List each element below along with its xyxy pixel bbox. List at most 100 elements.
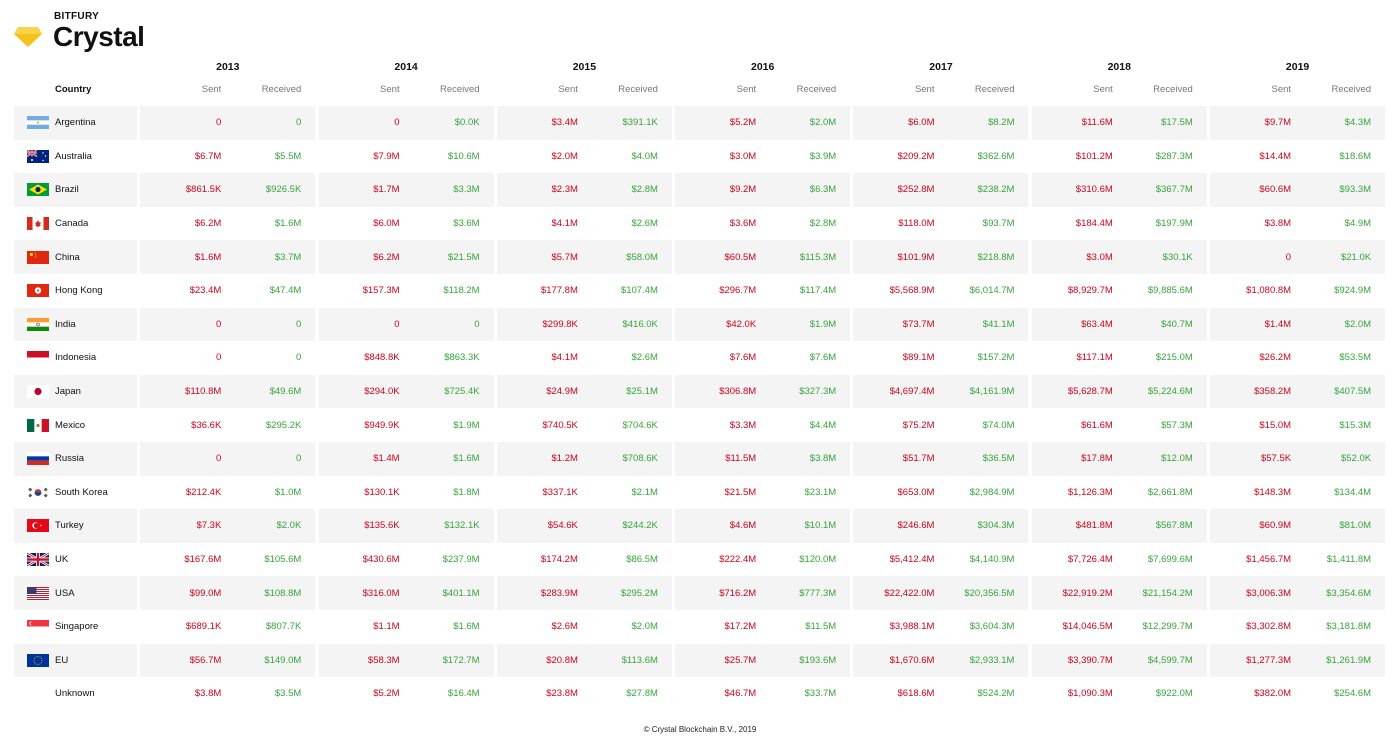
received-value: $3.9M xyxy=(809,150,837,162)
sent-value: 0 xyxy=(394,318,400,330)
year-cell-2019: $3.8M $4.9M xyxy=(1210,207,1385,241)
year-cell-2013: $99.0M $108.8M xyxy=(140,576,316,610)
year-cell-2016: $17.2M $11.5M xyxy=(675,610,850,644)
year-cell-2017: $3,988.1M $3,604.3M xyxy=(853,610,1028,644)
sent-value: $5,568.9M xyxy=(889,285,935,297)
year-cell-2018: $11.6M $17.5M xyxy=(1031,106,1207,140)
received-value: $149.0M xyxy=(264,654,302,666)
year-cell-2018: $17.8M $12.0M xyxy=(1031,441,1207,476)
sent-column-header: Sent xyxy=(914,84,935,95)
sent-value: $1,090.3M xyxy=(1067,688,1113,700)
year-cell-2016: $46.7M $33.7M xyxy=(675,677,850,711)
received-value: $237.9M xyxy=(442,554,480,566)
table-row: Unknown $3.8M $3.5M $5.2M $16.4M $23.8M $27.8M… xyxy=(14,677,1387,711)
column-header-row: Country Sent Received Sent Received Sent Rece… xyxy=(14,74,1387,106)
year-header-2015: 2015 xyxy=(572,61,597,73)
received-value: $93.7M xyxy=(982,218,1015,230)
table-row: Japan $110.8M $49.6M $294.0K $725.4K $24.9M $2… xyxy=(14,374,1387,409)
received-value: $197.9M xyxy=(1155,218,1193,230)
sent-value: $23.4M xyxy=(189,285,222,297)
year-cell-2014: $949.9K $1.9M xyxy=(319,408,494,442)
received-value: $108.8M xyxy=(264,587,302,599)
year-cell-2014: $135.6K $132.1K xyxy=(318,509,494,543)
year-cell-2017: $618.6M $524.2M xyxy=(853,677,1028,711)
country-name: Turkey xyxy=(55,520,84,532)
year-cell-2018: $481.8M $567.8M xyxy=(1031,509,1207,543)
country-name: Mexico xyxy=(55,419,86,431)
received-value: $2.0M xyxy=(631,621,658,633)
received-value: $6,014.7M xyxy=(969,285,1015,297)
received-value: $1.6M xyxy=(453,453,480,465)
year-cell-2019: 0 $21.0K xyxy=(1210,240,1386,274)
year-cell-2013: $56.7M $149.0M xyxy=(140,643,316,678)
received-value: $117.4M xyxy=(799,285,837,297)
year-cell-2013: $689.1K $807.7K xyxy=(140,610,315,644)
table-row: Turkey $7.3K $2.0K $135.6K $132.1K $54.6K $244… xyxy=(14,509,1387,543)
sent-value: $117.1M xyxy=(1076,352,1113,364)
sent-value: $296.7M xyxy=(719,285,757,297)
sent-value: $7.9M xyxy=(373,150,400,162)
year-header-2014: 2014 xyxy=(394,61,418,73)
received-value: $21.5M xyxy=(447,251,480,263)
sent-value: $306.8M xyxy=(719,386,757,398)
received-column-header: Received xyxy=(261,84,302,95)
year-cell-2014: $1.4M $1.6M xyxy=(318,441,494,476)
table-row: Argentina 0 0 0 $0.0K $3.4M $391.1K $5.2M $2.0M $… xyxy=(14,106,1387,140)
received-value: $362.6M xyxy=(977,150,1015,162)
sent-value: $148.3M xyxy=(1254,486,1292,498)
country-cell: Brazil xyxy=(14,173,137,207)
sent-value: $209.2M xyxy=(897,150,935,162)
received-value: $922.0M xyxy=(1155,688,1193,700)
received-value: $7,699.6M xyxy=(1147,554,1193,566)
received-value: $118.2M xyxy=(443,285,480,297)
sent-value: $1.4M xyxy=(1264,318,1292,330)
sent-column-header: Sent xyxy=(201,84,222,95)
country-name: UK xyxy=(55,554,69,566)
received-value: $41.1M xyxy=(982,318,1015,330)
received-value: $12.0M xyxy=(1161,453,1193,465)
received-value: $3.8M xyxy=(809,453,837,465)
received-value: $53.5M xyxy=(1339,352,1372,364)
country-name: Russia xyxy=(55,453,85,465)
received-value: 0 xyxy=(296,352,302,364)
sent-value: $3.0M xyxy=(1086,251,1113,263)
year-cell-2014: $6.0M $3.6M xyxy=(319,207,494,241)
sent-value: $9.7M xyxy=(1264,117,1292,129)
flag-australia-icon xyxy=(27,149,49,163)
received-value: $93.3M xyxy=(1339,184,1372,196)
sent-value: $3.8M xyxy=(1264,218,1292,230)
year-cell-2016: $9.2M $6.3M xyxy=(675,173,851,207)
crystal-diamond-logo-icon xyxy=(14,27,42,47)
received-value: $254.6M xyxy=(1334,688,1372,700)
received-value: 0 xyxy=(474,318,480,330)
year-cell-2017: $5,568.9M $6,014.7M xyxy=(853,274,1028,308)
year-cell-2018: $3,390.7M $4,599.7M xyxy=(1031,643,1207,678)
year-cell-2019: $15.0M $15.3M xyxy=(1210,408,1385,442)
received-value: $47.4M xyxy=(269,285,302,297)
table-row: Hong Kong $23.4M $47.4M $157.3M $118.2M $177.… xyxy=(14,274,1387,308)
year-cell-2016: $3.3M $4.4M xyxy=(675,408,850,442)
year-cell-2015: $4.1M $2.6M xyxy=(497,207,672,241)
year-cell-2018: $7,726.4M $7,699.6M xyxy=(1032,543,1207,577)
year-cell-2019: $9.7M $4.3M xyxy=(1210,106,1386,140)
country-cell: Canada xyxy=(14,207,137,241)
year-header-2018: 2018 xyxy=(1107,61,1131,73)
received-value: $1.8M xyxy=(453,486,480,498)
sent-value: $26.2M xyxy=(1259,352,1292,364)
sent-value: $54.6K xyxy=(547,520,578,532)
sent-value: $861.5K xyxy=(185,184,222,196)
country-name: China xyxy=(55,251,80,263)
year-cell-2017: $4,697.4M $4,161.9M xyxy=(853,374,1029,409)
sent-value: $22,422.0M xyxy=(884,587,935,599)
year-cell-2014: $6.2M $21.5M xyxy=(318,240,494,274)
received-value: $9,885.6M xyxy=(1147,285,1193,297)
sent-value: $6.2M xyxy=(373,251,400,263)
sent-value: $101.9M xyxy=(897,251,935,263)
sent-value: $294.0K xyxy=(364,386,400,398)
received-value: $4.4M xyxy=(809,419,837,431)
received-value: $3.7M xyxy=(274,251,302,263)
country-name: India xyxy=(55,318,76,330)
year-cell-2015: $2.0M $4.0M xyxy=(497,140,672,174)
sent-value: $1.4M xyxy=(373,453,400,465)
received-value: $132.1K xyxy=(444,520,480,532)
